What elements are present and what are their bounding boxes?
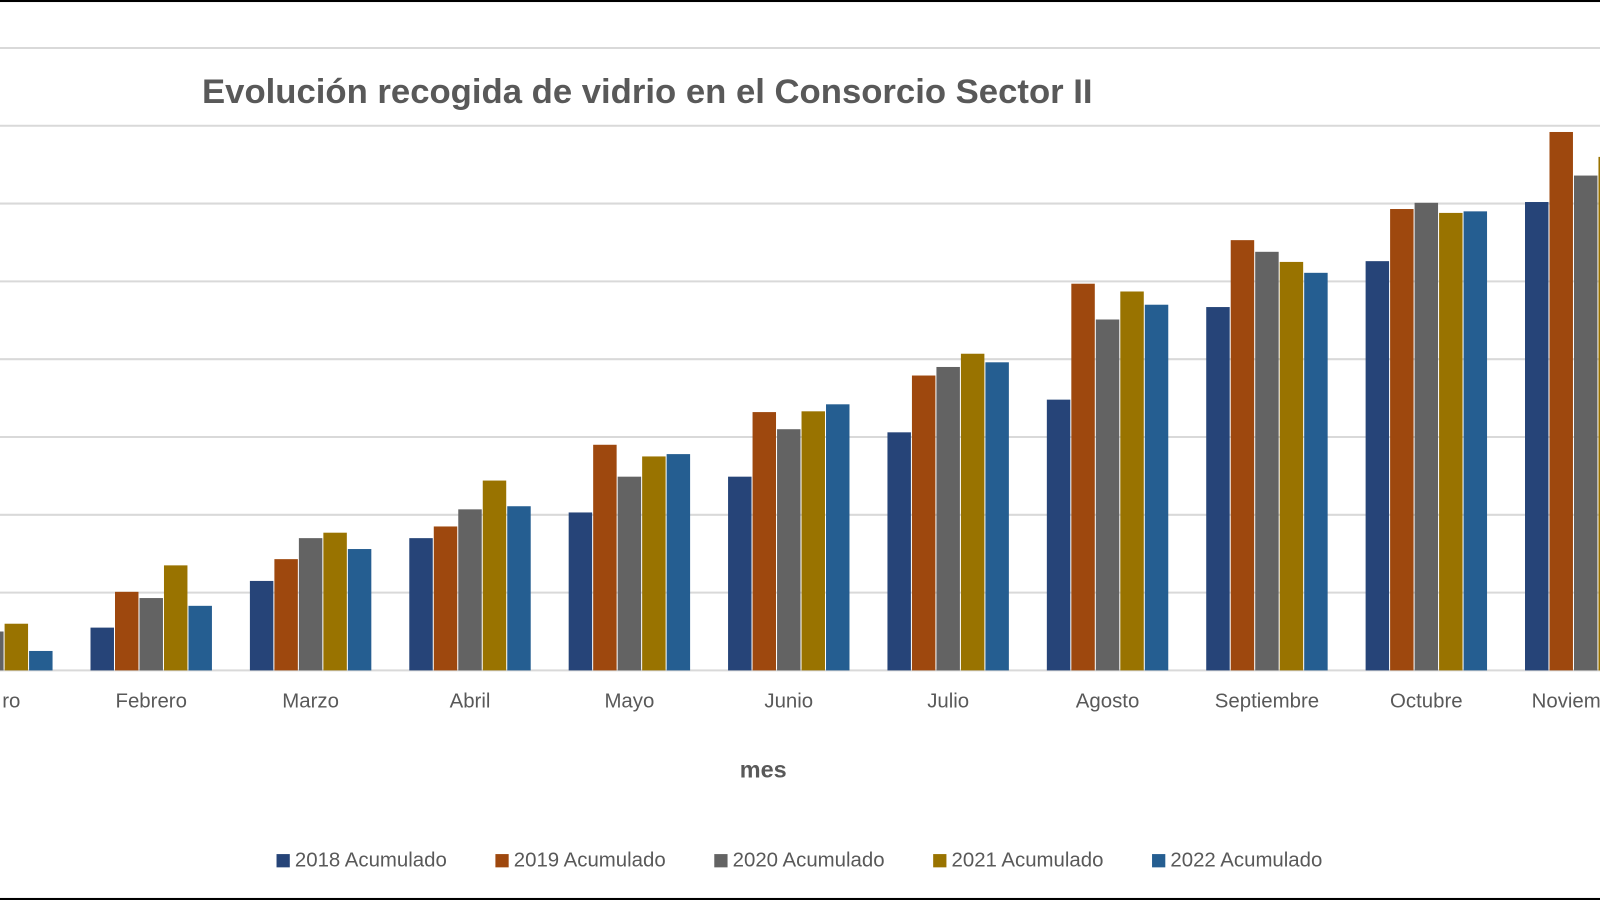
- x-tick-label: Febrero: [116, 690, 187, 712]
- x-tick-label: Noviem: [1532, 690, 1600, 712]
- legend-swatch: [933, 854, 947, 868]
- bar: [666, 454, 691, 671]
- bar: [1573, 175, 1598, 671]
- bar: [887, 432, 911, 671]
- bar: [593, 444, 617, 671]
- bar: [323, 532, 347, 671]
- legend: 2018 Acumulado 2019 Acumulado 2020 Acumula…: [276, 850, 1322, 872]
- x-tick-label: Septiembre: [1215, 690, 1319, 712]
- x-tick-label: Octubre: [1390, 690, 1463, 712]
- legend-label: 2022 Acumulado: [1170, 850, 1322, 872]
- bar: [752, 412, 777, 671]
- bar: [433, 526, 458, 671]
- bar: [617, 476, 642, 671]
- bar: [249, 580, 274, 671]
- bars: [0, 131, 1600, 671]
- chart-title: Evolución recogida de vidrio en el Conso…: [202, 73, 1093, 111]
- bar: [163, 565, 188, 671]
- x-tick-label: Julio: [927, 690, 969, 712]
- frame-bottom: [0, 897, 1600, 900]
- bar: [728, 476, 752, 671]
- bar: [347, 549, 372, 671]
- bar: [409, 538, 433, 671]
- bar: [1463, 211, 1488, 671]
- bar: [1144, 304, 1169, 671]
- x-tick-labels: ro Febrero Marzo Abril Mayo Junio Julio Agosto S…: [2, 690, 1600, 712]
- bar: [1439, 212, 1463, 671]
- bar: [1206, 307, 1230, 671]
- bar: [4, 623, 29, 671]
- legend-label: 2021 Acumulado: [952, 850, 1104, 872]
- bar: [777, 429, 801, 671]
- x-axis-title: mes: [740, 757, 787, 783]
- bar: [482, 480, 507, 671]
- legend-label: 2019 Acumulado: [514, 850, 666, 872]
- legend-swatch: [276, 854, 290, 868]
- bar: [1279, 261, 1304, 671]
- bar: [188, 605, 212, 671]
- bar: [1525, 202, 1549, 671]
- bar: [1304, 272, 1328, 671]
- bar: [1414, 202, 1439, 671]
- x-tick-label: Junio: [764, 690, 813, 712]
- bar: [1046, 399, 1071, 671]
- bar: [0, 631, 4, 671]
- x-tick-label: Mayo: [604, 690, 654, 712]
- legend-swatch: [1152, 854, 1166, 868]
- bar: [274, 559, 298, 671]
- bar: [985, 362, 1009, 671]
- bar: [90, 627, 114, 671]
- bar: [1120, 291, 1144, 671]
- x-tick-label: Abril: [450, 690, 491, 712]
- bar: [1095, 319, 1120, 671]
- x-tick-label: Marzo: [282, 690, 339, 712]
- bar: [642, 456, 666, 671]
- bar: [298, 538, 323, 671]
- bar: [1598, 156, 1600, 671]
- bar: [139, 598, 163, 671]
- bar: [1255, 251, 1279, 671]
- bar: [507, 506, 531, 671]
- bar: [1071, 283, 1095, 671]
- bar: [458, 509, 482, 671]
- legend-swatch: [495, 854, 509, 868]
- legend-label: 2018 Acumulado: [295, 850, 447, 872]
- legend-label: 2020 Acumulado: [733, 850, 885, 872]
- frame-top: [0, 0, 1600, 3]
- bar: [960, 353, 985, 671]
- bar: [1549, 131, 1573, 671]
- bar: [1230, 240, 1255, 671]
- x-tick-label: Agosto: [1076, 690, 1139, 712]
- bar: [568, 512, 593, 671]
- bar: [826, 404, 850, 671]
- bar: [115, 591, 139, 671]
- bar: [1365, 261, 1390, 671]
- bar: [29, 650, 53, 671]
- legend-swatch: [714, 854, 728, 868]
- x-tick-label: ro: [2, 690, 20, 712]
- bar: [1390, 209, 1414, 671]
- bar: [936, 366, 960, 671]
- bar: [801, 411, 825, 671]
- bar: [911, 375, 936, 671]
